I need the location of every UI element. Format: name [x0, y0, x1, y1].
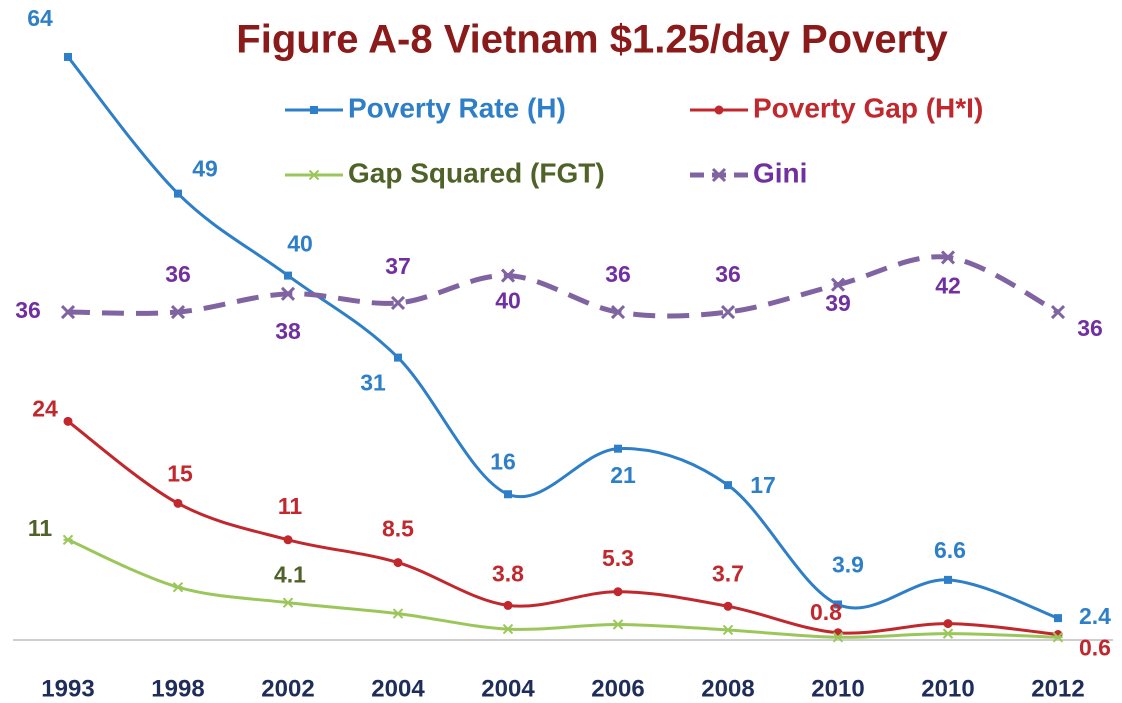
data-label: 6.6	[934, 537, 966, 563]
marker	[834, 600, 842, 609]
marker	[723, 601, 733, 611]
marker	[390, 295, 406, 310]
marker	[614, 444, 622, 453]
marker	[63, 416, 73, 426]
x-tick-label: 1993	[41, 675, 94, 702]
legend-label: Gap Squared (FGT)	[348, 157, 605, 188]
data-label: 42	[935, 272, 961, 298]
marker	[62, 534, 74, 545]
legend-marker	[711, 167, 727, 183]
data-label: 36	[15, 297, 41, 323]
marker	[64, 52, 72, 61]
x-tick-label: 2006	[591, 675, 644, 702]
marker	[284, 271, 292, 280]
data-label: 31	[360, 370, 386, 396]
data-label: 37	[385, 253, 411, 279]
data-label: 64	[27, 5, 53, 31]
data-label: 11	[28, 515, 53, 541]
legend-marker	[714, 105, 724, 115]
marker	[60, 304, 76, 320]
marker	[393, 558, 403, 568]
chart-title: Figure A-8 Vietnam $1.25/day Poverty	[236, 18, 948, 62]
x-tick-label: 2008	[701, 675, 754, 702]
x-tick-label: 2004	[481, 675, 535, 702]
x-tick-label: 2012	[1031, 675, 1084, 702]
legend-label: Poverty Gap (H*I)	[753, 92, 983, 123]
data-label: 40	[495, 288, 521, 314]
x-tick-label: 2002	[261, 675, 314, 702]
data-label: 11	[278, 493, 303, 519]
marker	[170, 304, 186, 320]
marker	[944, 575, 952, 584]
marker	[503, 600, 513, 610]
data-label: 16	[490, 448, 516, 474]
data-label: 3.8	[492, 560, 524, 586]
data-label: 36	[165, 261, 191, 287]
series-line	[67, 254, 1060, 319]
marker	[283, 535, 293, 545]
marker	[1050, 304, 1066, 320]
legend-marker	[308, 169, 320, 181]
marker	[1052, 632, 1064, 643]
marker	[942, 628, 954, 639]
marker	[613, 587, 623, 597]
data-label: 4.1	[274, 562, 306, 588]
data-label: 2.4	[1079, 603, 1111, 629]
marker	[500, 268, 516, 283]
marker	[830, 277, 846, 292]
marker	[1054, 614, 1062, 623]
data-label: 36	[1077, 315, 1103, 341]
marker	[392, 608, 404, 619]
data-label: 3.7	[712, 560, 744, 586]
x-tick-label: 2010	[811, 675, 864, 702]
data-label: 5.3	[602, 545, 634, 571]
marker	[610, 304, 626, 320]
data-label: 36	[715, 261, 741, 287]
marker	[612, 619, 624, 630]
marker	[172, 581, 184, 593]
marker	[502, 623, 514, 635]
data-label: 36	[605, 261, 631, 287]
legend-label: Poverty Rate (H)	[348, 92, 566, 123]
x-tick-label: 2010	[921, 675, 974, 702]
x-tick-label: 1998	[151, 675, 204, 702]
legend-label: Gini	[753, 157, 807, 188]
marker	[943, 619, 953, 629]
data-label: 39	[825, 290, 851, 316]
data-label: 40	[287, 231, 313, 257]
x-tick-label: 2004	[371, 675, 425, 702]
marker	[720, 304, 736, 320]
marker	[504, 490, 512, 499]
marker	[724, 481, 732, 490]
marker	[722, 624, 734, 636]
data-label: 3.9	[832, 552, 864, 578]
data-label: 0.6	[1079, 635, 1111, 661]
marker	[832, 632, 844, 643]
data-label: 21	[610, 462, 636, 488]
data-label: 0.8	[810, 599, 842, 625]
marker	[280, 286, 296, 301]
data-label: 8.5	[382, 516, 414, 542]
data-label: 38	[275, 318, 301, 344]
marker	[394, 353, 402, 362]
marker	[282, 597, 294, 608]
marker	[174, 189, 182, 198]
series-line	[67, 538, 1059, 639]
data-label: 15	[167, 460, 193, 486]
data-label: 24	[32, 395, 58, 421]
marker	[173, 498, 183, 508]
data-label: 49	[192, 156, 218, 182]
series-line	[67, 420, 1059, 637]
data-label: 17	[750, 472, 776, 498]
legend-marker	[310, 106, 318, 114]
series-line	[66, 56, 1059, 620]
marker	[940, 250, 956, 265]
